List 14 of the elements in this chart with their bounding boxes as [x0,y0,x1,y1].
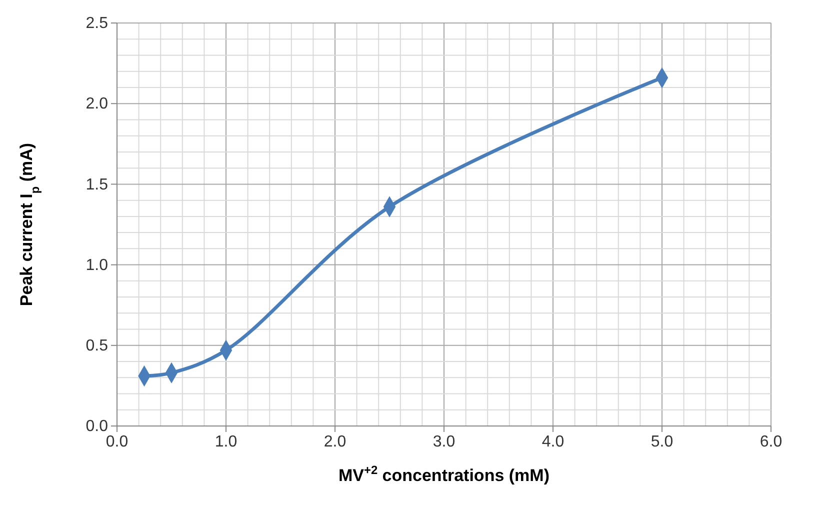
x-tick-label: 4.0 [542,433,564,450]
y-tick-label: 1.0 [86,256,108,274]
y-tick-label: 0.0 [86,418,108,436]
x-tick-label: 6.0 [760,433,782,450]
y-tick-label: 0.5 [86,338,108,355]
x-tick-label: 3.0 [432,433,456,450]
x-tick-label: 0.0 [106,433,128,450]
y-tick-label: 2.5 [86,15,108,32]
x-tick-label: 5.0 [650,433,674,450]
y-tick-label: 1.5 [86,176,108,194]
x-axis-title: MV$^{+2}$ concentrations (mM) [338,463,550,485]
x-tick-label: 2.0 [324,433,346,450]
x-tick-label: 1.0 [214,433,238,450]
y-tick-label: 2.0 [86,96,108,113]
